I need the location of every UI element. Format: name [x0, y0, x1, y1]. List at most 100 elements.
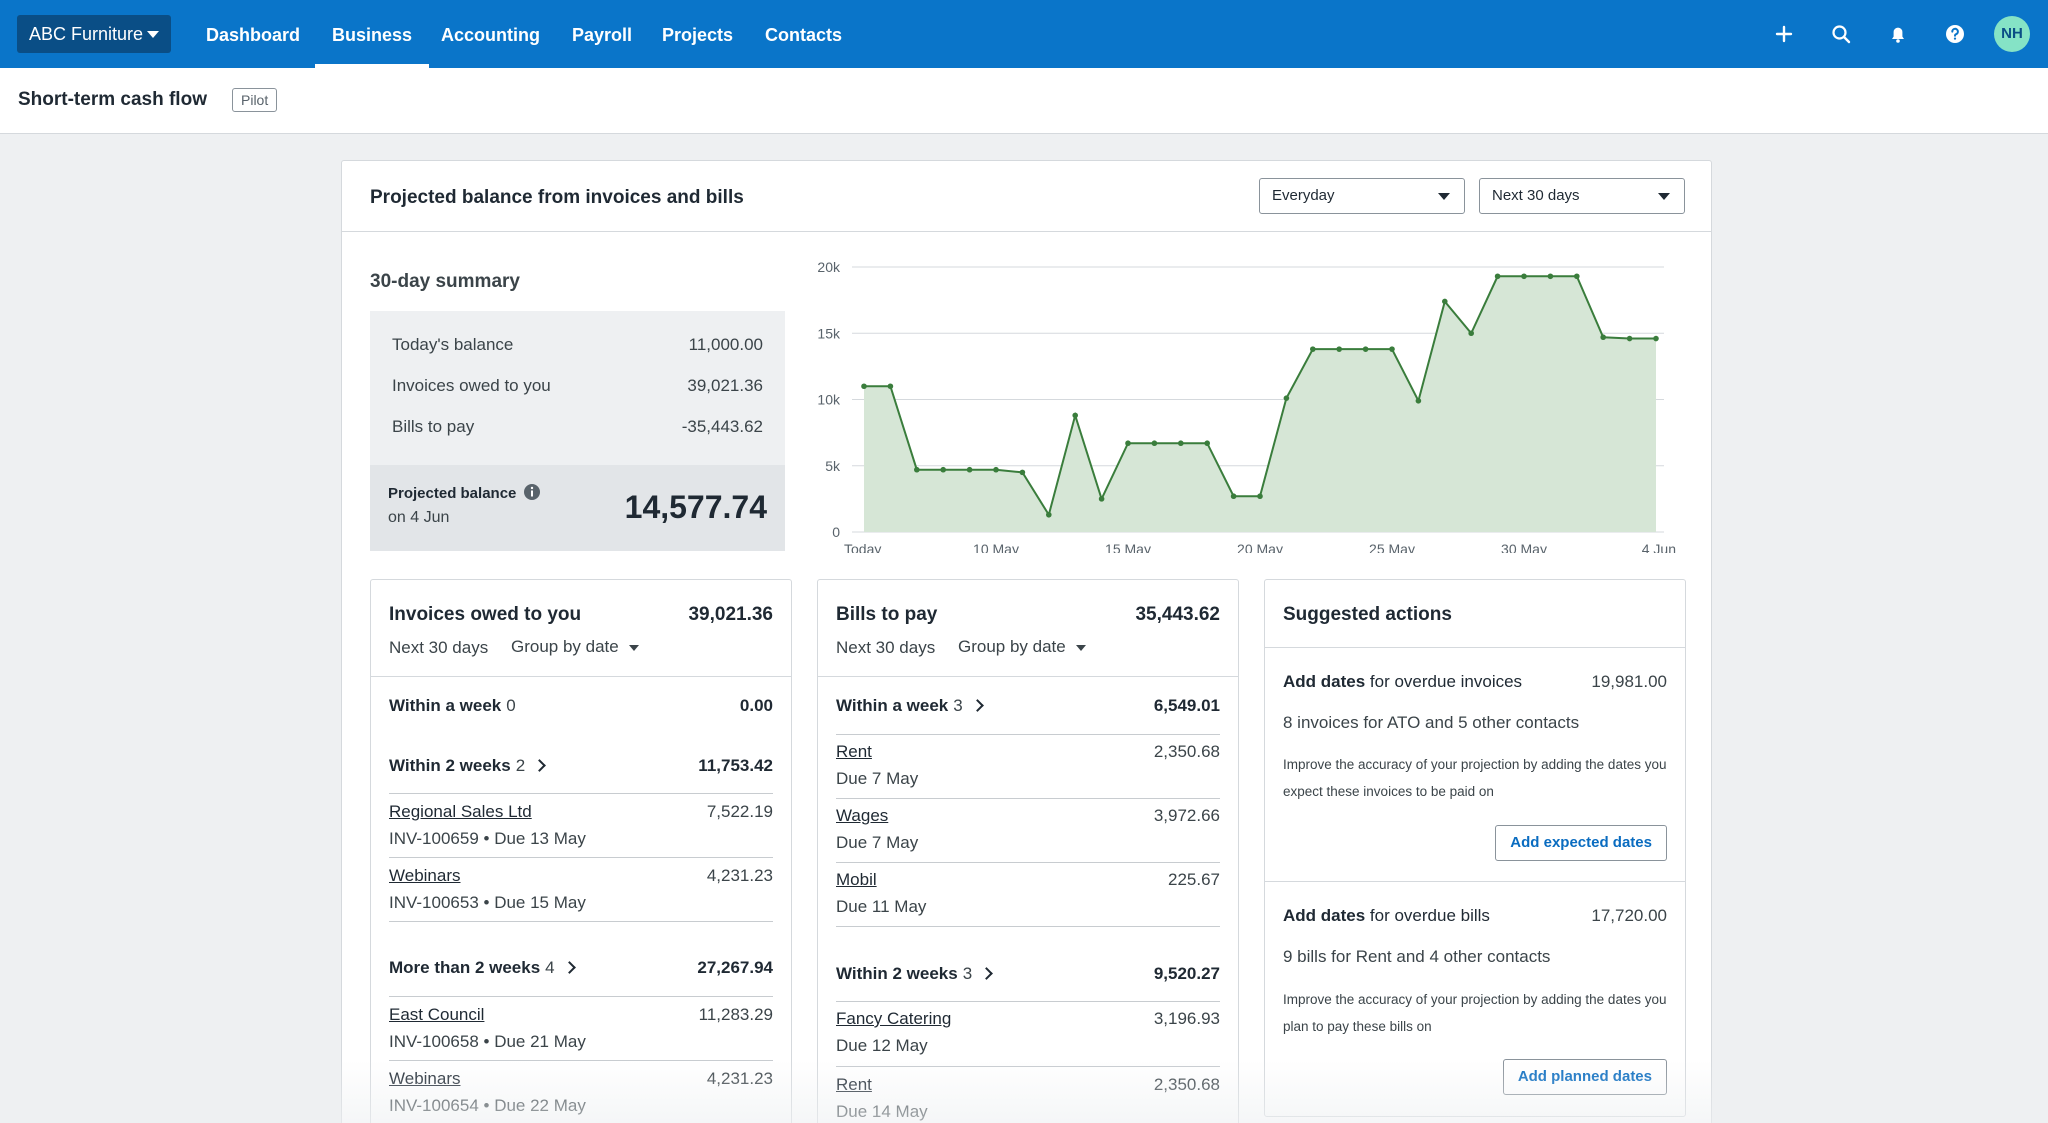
group-within-2-weeks[interactable]: Within 2 weeks 2 11,753.42	[389, 756, 773, 782]
y-tick-label: 10k	[817, 392, 841, 408]
contact-link[interactable]: East Council	[389, 1005, 485, 1024]
item-amount: 2,350.68	[1153, 1075, 1220, 1094]
add-planned-dates-button[interactable]: Add planned dates	[1502, 1059, 1667, 1095]
top-navigation-bar: ABC Furniture Dashboard Business Account…	[0, 0, 2048, 68]
x-tick-label: 25 May	[1369, 541, 1415, 553]
contact-link[interactable]: Fancy Catering	[836, 1009, 952, 1028]
data-point	[1230, 493, 1237, 500]
chevron-down-icon	[1075, 645, 1086, 651]
contact-link[interactable]: Rent	[836, 742, 872, 761]
data-point	[1600, 334, 1606, 341]
data-point	[1204, 440, 1210, 447]
row-divider	[389, 921, 773, 922]
contact-link[interactable]: Webinars	[389, 866, 461, 885]
contact-link[interactable]: Webinars	[389, 1069, 461, 1088]
list-item: Rent 2,350.68 Due 7 May	[836, 742, 1220, 796]
group-count: 0	[506, 696, 516, 715]
contact-link[interactable]: Mobil	[836, 870, 877, 889]
panel-divider	[1265, 881, 1685, 882]
action-overdue-invoices-heading: Add dates for overdue invoices 19,981.00	[1283, 672, 1667, 692]
data-point	[1283, 395, 1290, 401]
group-value: 27,267.94	[697, 958, 773, 977]
nav-contacts[interactable]: Contacts	[765, 25, 843, 45]
account-select[interactable]: Everyday	[1259, 178, 1465, 214]
data-point	[1653, 335, 1659, 342]
data-point	[1178, 440, 1184, 447]
contact-link[interactable]: Rent	[836, 1075, 872, 1094]
chevron-right-icon	[970, 699, 984, 712]
card-title: Projected balance from invoices and bill…	[370, 187, 744, 208]
nav-dashboard[interactable]: Dashboard	[206, 25, 301, 45]
data-point	[966, 466, 973, 473]
page-header: Short-term cash flow Pilot	[0, 68, 2048, 134]
group-within-2-weeks[interactable]: Within 2 weeks 3 9,520.27	[836, 964, 1220, 990]
period-select[interactable]: Next 30 days	[1479, 178, 1685, 214]
nav-payroll[interactable]: Payroll	[572, 25, 633, 45]
item-amount: 4,231.23	[706, 866, 773, 885]
bills-group-by-dropdown[interactable]: Group by date	[958, 637, 1086, 657]
action-amount: 19,981.00	[1591, 672, 1667, 691]
group-label: Within a week	[836, 696, 949, 715]
group-more-than-2-weeks[interactable]: More than 2 weeks 4 27,267.94	[389, 958, 773, 984]
projected-balance-date: on 4 Jun	[388, 509, 450, 526]
group-count: 3	[962, 964, 973, 983]
invoices-panel: Invoices owed to you 39,021.36 Next 30 d…	[370, 579, 792, 1123]
data-point	[1415, 398, 1422, 404]
bell-icon[interactable]	[1884, 20, 1912, 48]
action-bold-label: Add dates	[1283, 672, 1366, 691]
item-amount: 11,283.29	[698, 1005, 773, 1024]
item-amount: 2,350.68	[1153, 742, 1220, 761]
info-icon[interactable]	[523, 483, 541, 501]
organisation-switcher[interactable]: ABC Furniture	[17, 15, 171, 53]
summary-box: Today's balance 11,000.00 Invoices owed …	[370, 311, 785, 551]
nav-accounting[interactable]: Accounting	[441, 25, 540, 45]
item-amount: 7,522.19	[706, 802, 773, 821]
list-item: Rent 2,350.68 Due 14 May	[836, 1075, 1220, 1123]
contact-link[interactable]: Regional Sales Ltd	[389, 802, 532, 821]
row-divider	[836, 1066, 1220, 1067]
data-point	[1389, 346, 1395, 352]
summary-row-bills: Bills to pay -35,443.62	[392, 417, 763, 441]
group-label: Within a week	[389, 696, 502, 715]
projected-balance-box: Projected balance on 4 Jun 14,577.74	[370, 465, 785, 551]
data-point	[1626, 335, 1633, 342]
period-select-value: Next 30 days	[1492, 187, 1580, 204]
invoices-group-by-dropdown[interactable]: Group by date	[511, 637, 639, 657]
list-item: Webinars 4,231.23 INV-100653 • Due 15 Ma…	[389, 866, 773, 920]
nav-business[interactable]: Business	[314, 0, 430, 68]
action-amount: 17,720.00	[1591, 906, 1667, 925]
group-value: 6,549.01	[1153, 696, 1220, 715]
panel-divider	[371, 676, 791, 677]
add-expected-dates-button[interactable]: Add expected dates	[1495, 825, 1667, 861]
search-icon[interactable]	[1827, 20, 1855, 48]
nav-projects[interactable]: Projects	[662, 25, 734, 45]
data-point	[1521, 273, 1527, 280]
data-point	[1574, 273, 1580, 280]
user-avatar[interactable]: NH	[1994, 16, 2030, 52]
bills-title: Bills to pay	[836, 604, 938, 625]
group-label: Within 2 weeks	[389, 756, 511, 775]
summary-value: -35,443.62	[681, 417, 763, 436]
group-count: 2	[515, 756, 526, 775]
action-description: Improve the accuracy of your projection …	[1283, 757, 1667, 799]
data-point	[1547, 273, 1554, 280]
bills-total: 35,443.62	[1135, 604, 1220, 625]
bills-panel: Bills to pay 35,443.62 Next 30 days Grou…	[817, 579, 1239, 1123]
account-select-value: Everyday	[1272, 187, 1335, 204]
contact-link[interactable]: Wages	[836, 806, 889, 825]
group-within-a-week[interactable]: Within a week 3 6,549.01	[836, 696, 1220, 722]
plus-icon[interactable]	[1770, 20, 1798, 48]
organisation-name: ABC Furniture	[29, 24, 144, 44]
group-by-label: Group by date	[511, 637, 619, 656]
bills-period: Next 30 days	[836, 638, 936, 657]
suggested-actions-panel: Suggested actions Add dates for overdue …	[1264, 579, 1686, 1117]
row-divider	[836, 862, 1220, 863]
data-point	[1046, 511, 1052, 518]
list-item: Regional Sales Ltd 7,522.19 INV-100659 •…	[389, 802, 773, 856]
summary-label: Invoices owed to you	[392, 376, 551, 395]
group-label: Within 2 weeks	[836, 964, 958, 983]
y-tick-label: 20k	[817, 259, 841, 275]
help-icon[interactable]	[1941, 20, 1969, 48]
data-point	[1151, 440, 1158, 447]
panel-divider	[818, 676, 1238, 677]
